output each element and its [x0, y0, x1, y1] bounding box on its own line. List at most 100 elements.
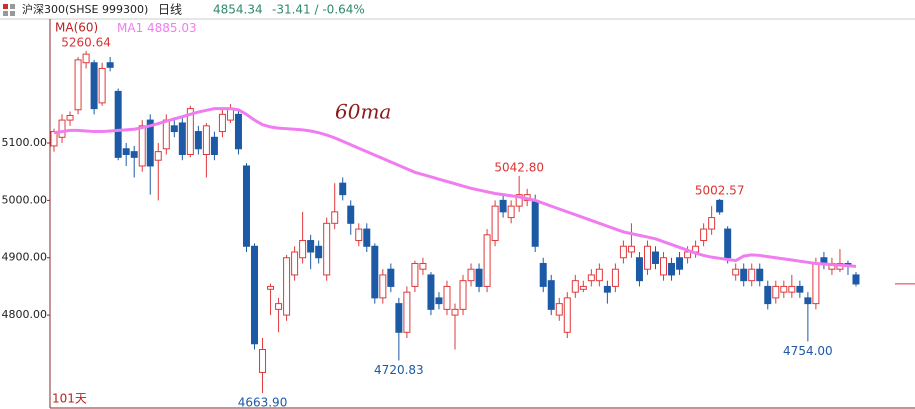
candle-body: [146, 119, 154, 167]
candle-body: [676, 257, 684, 270]
candle-body: [635, 257, 643, 282]
candle-body: [643, 245, 651, 270]
candle-body: [90, 62, 98, 110]
icon: [10, 11, 15, 16]
candle-body: [451, 308, 459, 316]
candle-body: [58, 119, 66, 138]
candle-body: [587, 274, 595, 282]
candle-body: [772, 285, 780, 299]
candle-body: [459, 280, 467, 310]
extreme-label: 4754.00: [783, 344, 833, 358]
candle-body: [403, 291, 411, 333]
candle-body: [579, 285, 587, 290]
candle-body: [563, 297, 571, 333]
candle-body: [499, 199, 507, 213]
candle-body: [202, 125, 210, 156]
legend-name: MA1: [117, 21, 143, 35]
candle-body: [531, 199, 539, 247]
candle-body: [98, 67, 106, 104]
candle-body: [218, 113, 226, 133]
candle-body: [748, 268, 756, 282]
y-tick-label: 5000.00: [2, 193, 48, 206]
candle-body: [595, 268, 603, 282]
legend-value: 4885.03: [147, 21, 197, 35]
candle-body: [186, 108, 194, 155]
candle-body: [539, 262, 547, 287]
candle-body: [852, 274, 860, 285]
candle-body: [627, 245, 635, 253]
candle-body: [162, 119, 170, 150]
candle-body: [379, 274, 387, 299]
candle-body: [571, 280, 579, 293]
candle-body: [371, 245, 379, 299]
candle-body: [387, 268, 395, 287]
candle-body: [170, 125, 178, 133]
extreme-label: 5002.57: [695, 183, 745, 197]
candle-body: [796, 285, 804, 293]
candle-body: [251, 245, 259, 345]
candle-body: [603, 285, 611, 293]
candle-body: [363, 228, 371, 247]
candle-body: [724, 228, 732, 259]
candle-body: [700, 228, 708, 242]
candle-body: [339, 182, 347, 196]
candle-body: [291, 251, 299, 276]
candle-body: [619, 245, 627, 259]
legend-entry: MA1 4885.03: [117, 21, 197, 35]
candle-body: [234, 113, 242, 150]
icon: [3, 11, 8, 16]
candle-body: [483, 234, 491, 287]
y-tick-label: 5100.00: [2, 136, 48, 149]
candle-body: [307, 240, 315, 253]
extreme-label: 4663.90: [238, 396, 288, 409]
candle-body: [651, 251, 659, 264]
candle-body: [178, 122, 186, 155]
candle-body: [507, 205, 515, 219]
candle-body: [780, 285, 788, 293]
icon: [10, 4, 15, 9]
y-tick-label: 4800.00: [2, 308, 48, 321]
y-tick-label: 4900.00: [2, 251, 48, 264]
candle-body: [331, 211, 339, 224]
period: 日线: [158, 3, 182, 17]
candle-body: [210, 136, 218, 155]
candle-body: [66, 115, 74, 121]
candle-body: [427, 274, 435, 310]
candle-body: [267, 285, 275, 290]
change: -31.41 / -0.64%: [272, 3, 365, 17]
candle-body: [716, 199, 724, 213]
candle-body: [732, 268, 740, 276]
candle-body: [668, 262, 676, 276]
candle-body: [299, 240, 307, 259]
candle-body: [395, 303, 403, 333]
candle-body: [411, 262, 419, 287]
candle-body: [355, 228, 363, 242]
candle-body: [515, 194, 523, 207]
candle-body: [740, 268, 748, 282]
symbol: 沪深300(SHSE 999300): [22, 2, 148, 16]
candle-body: [684, 251, 692, 259]
candle-body: [347, 205, 355, 224]
legend-title: MA(60): [55, 21, 98, 35]
candle-body: [315, 245, 323, 259]
candle-body: [82, 53, 90, 64]
candle-body: [491, 205, 499, 242]
candle-body: [708, 217, 716, 230]
candle-body: [804, 297, 812, 305]
candle-body: [475, 268, 483, 287]
candle-body: [435, 297, 443, 305]
candle-body: [660, 257, 668, 276]
ma-line: [53, 107, 857, 268]
candle-body: [812, 262, 820, 305]
candle-body: [194, 131, 202, 150]
candle-body: [259, 349, 267, 373]
extreme-label: 5042.80: [494, 160, 544, 174]
candle-body: [467, 268, 475, 282]
extreme-label: 4720.83: [374, 363, 424, 377]
candle-body: [275, 303, 283, 310]
candle-body: [611, 268, 619, 287]
candle-body: [419, 262, 427, 270]
candle-body: [242, 165, 250, 247]
candle-body: [756, 268, 764, 282]
candle-body: [154, 151, 162, 161]
